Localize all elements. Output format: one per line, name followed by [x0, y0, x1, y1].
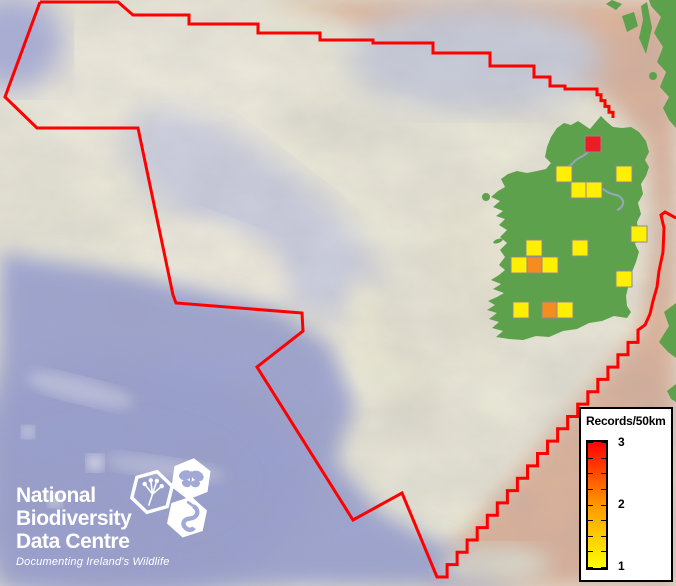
logo-name-line2: Biodiversity — [16, 507, 132, 530]
legend-tick — [601, 458, 606, 459]
cornwall-landmass — [667, 384, 676, 402]
record-squares-layer — [510, 135, 648, 319]
legend-tick — [601, 551, 606, 552]
legend-tick — [588, 536, 593, 537]
record-grid-square — [630, 225, 648, 243]
legend-tick — [588, 458, 593, 459]
record-grid-square — [512, 301, 530, 319]
arran-island — [649, 72, 657, 80]
record-grid-square — [555, 165, 573, 183]
record-grid-square — [615, 270, 633, 288]
legend-title: Records/50km — [586, 414, 666, 428]
seahorse-icon — [167, 496, 207, 538]
logo-tagline: Documenting Ireland's Wildlife — [16, 556, 170, 568]
nbdc-logo: National Biodiversity Data Centre Docume… — [16, 484, 170, 568]
record-grid-square — [571, 239, 589, 257]
legend-color-scale — [586, 440, 608, 570]
legend-tick — [601, 442, 606, 443]
legend-tick — [601, 567, 606, 568]
legend-tick — [588, 489, 593, 490]
legend-tick — [601, 505, 606, 506]
islay-island — [622, 12, 638, 32]
record-grid-square — [556, 301, 574, 319]
record-grid-square — [584, 135, 602, 153]
plant-icon — [129, 469, 175, 515]
kintyre-peninsula — [639, 2, 652, 54]
boundary-west-segment — [3, 1, 676, 579]
logo-hexagons — [129, 458, 211, 538]
legend-tick — [601, 473, 606, 474]
record-grid-square — [541, 301, 559, 319]
logo-name-line1: National — [16, 484, 96, 507]
landmass-layer — [482, 0, 676, 402]
logo-name-line3: Data Centre — [16, 530, 130, 553]
legend-tick — [601, 536, 606, 537]
record-grid-square — [510, 256, 528, 274]
legend-tick — [588, 505, 593, 506]
designated-area-boundary — [3, 0, 676, 579]
hebrides-island — [606, 0, 622, 10]
legend-tick — [601, 489, 606, 490]
legend-tick — [601, 520, 606, 521]
legend-scale-label: 1 — [618, 559, 625, 573]
record-grid-square — [525, 239, 543, 257]
legend-tick — [588, 473, 593, 474]
legend-scale-label: 3 — [618, 435, 625, 449]
boundary-north-segment — [40, 0, 615, 118]
legend-tick — [588, 520, 593, 521]
legend-tick — [588, 551, 593, 552]
record-grid-square — [615, 165, 633, 183]
ireland-landmass — [487, 116, 649, 340]
wales-landmass — [659, 303, 676, 358]
butterfly-icon — [171, 458, 211, 500]
record-grid-square — [541, 256, 559, 274]
legend-tick — [588, 567, 593, 568]
legend-tick — [588, 442, 593, 443]
aran-islands — [493, 238, 503, 244]
record-grid-square — [585, 181, 603, 199]
record-grid-square — [526, 256, 544, 274]
legend-panel: Records/50km 3 2 1 — [579, 407, 673, 582]
achill-island — [482, 193, 490, 201]
scotland-landmass — [649, 0, 676, 128]
legend-scale-label: 2 — [618, 497, 625, 511]
record-grid-square — [570, 181, 588, 199]
